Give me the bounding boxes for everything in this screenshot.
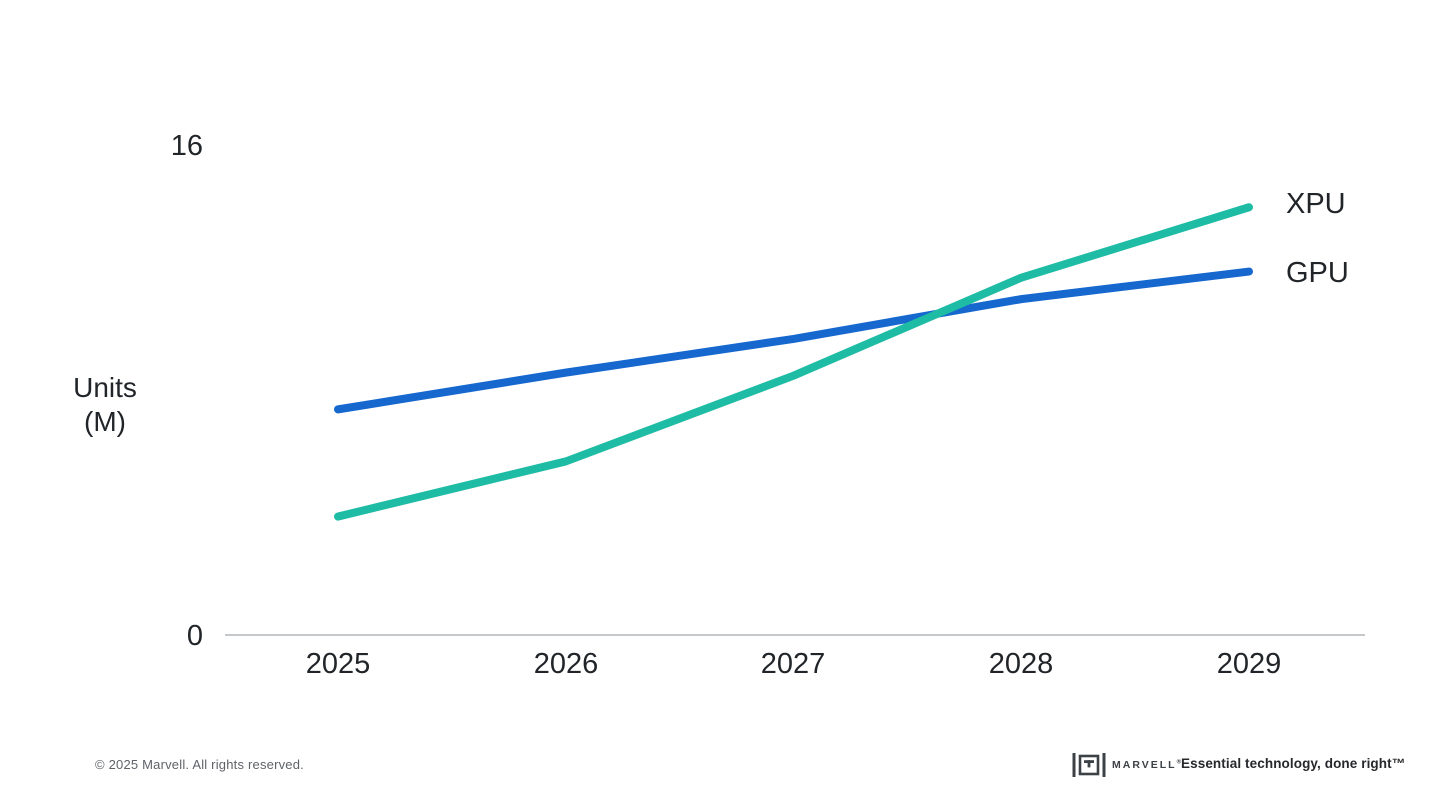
x-tick-2025: 2025 [305, 648, 371, 680]
xpu-line [334, 203, 1253, 521]
y-tick-zero: 0 [186, 620, 203, 652]
footer: © 2025 Marvell. All rights reserved. MAR… [0, 745, 1440, 787]
x-tick-2027: 2027 [760, 648, 826, 680]
gpu-line [334, 267, 1253, 414]
marvell-wordmark: MARVELL® [1112, 759, 1183, 771]
brand-tagline: Essential technology, done right™ [1181, 756, 1406, 771]
x-tick-2028: 2028 [988, 648, 1054, 680]
x-tick-2026: 2026 [533, 648, 599, 680]
registered-mark: ® [1176, 759, 1183, 766]
x-tick-2029: 2029 [1216, 648, 1282, 680]
gpu-series-label: GPU [1286, 257, 1349, 289]
y-axis-title-line2: (M) [84, 406, 126, 437]
y-tick-max: 16 [170, 130, 203, 162]
y-axis-title-line1: Units [73, 372, 137, 403]
marvell-logo: MARVELL® [1072, 751, 1183, 779]
xpu-series-label: XPU [1286, 188, 1346, 220]
y-axis-title: Units (M) [53, 371, 157, 439]
copyright-text: © 2025 Marvell. All rights reserved. [95, 757, 304, 772]
marvell-logo-mark-icon [1072, 753, 1106, 777]
